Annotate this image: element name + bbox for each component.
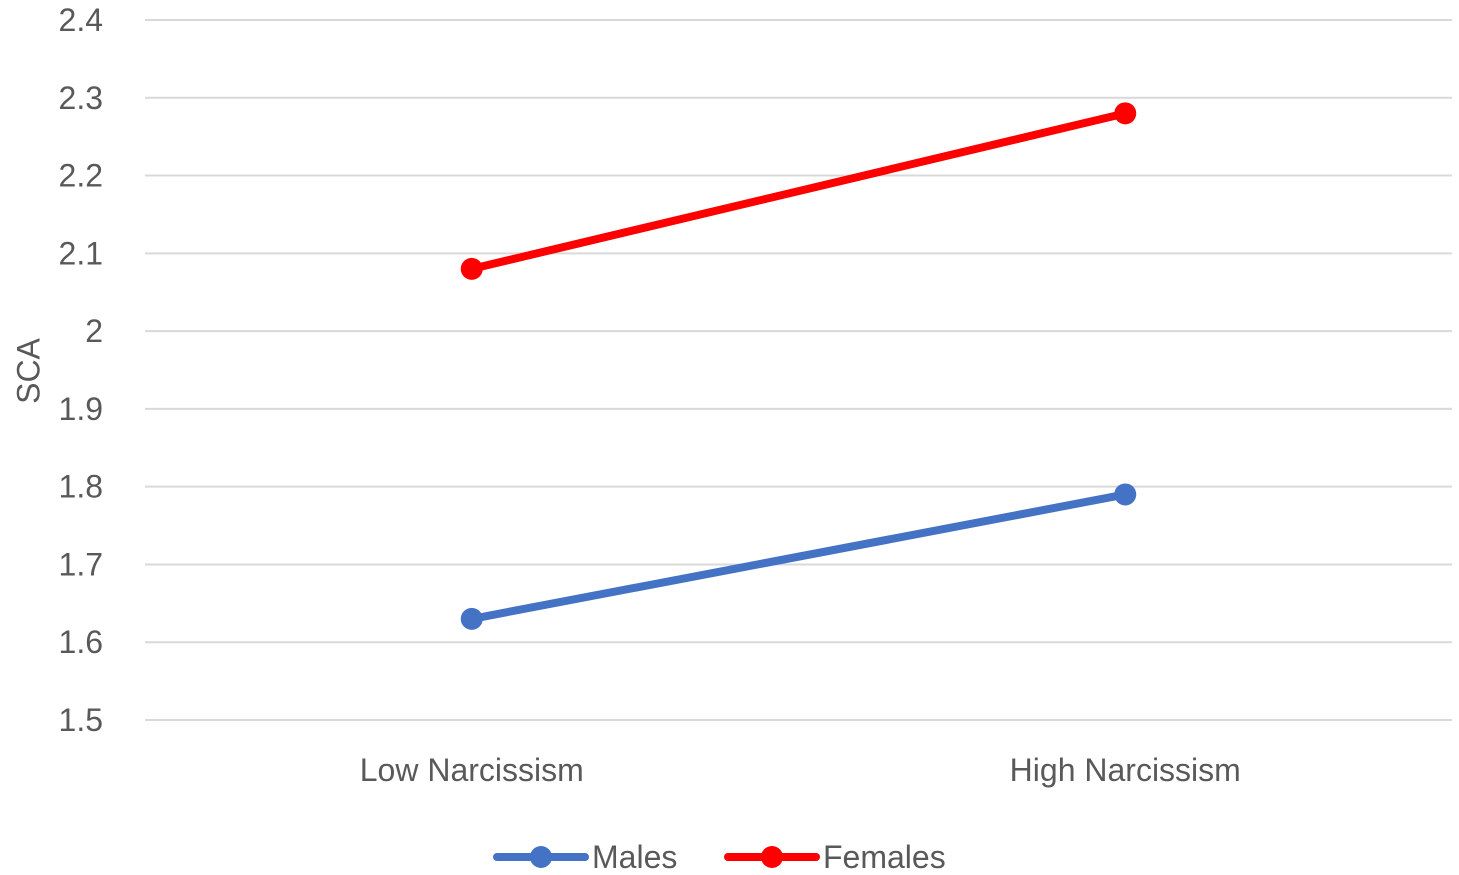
legend: Males Females [493,839,946,875]
series-line [467,109,1130,273]
y-tick-label: 1.7 [59,546,103,582]
y-tick-label: 2.2 [59,158,103,194]
y-axis-tick-labels: 1.5 1.6 1.7 1.8 1.9 2 2.1 2.2 2.3 2.4 [59,2,103,738]
legend-item-males: Males [493,839,677,875]
y-tick-label: 2.3 [59,80,103,116]
data-point [460,257,483,280]
y-tick-label: 1.9 [59,391,103,427]
legend-label: Females [823,839,946,875]
y-tick-label: 2 [85,313,103,349]
y-tick-label: 2.1 [59,235,103,271]
y-tick-label: 2.4 [59,2,103,38]
series-males [460,483,1137,630]
data-point [1114,483,1137,506]
legend-label: Males [592,839,677,875]
series-layer [460,102,1137,630]
y-tick-label: 1.5 [59,702,103,738]
series-females [460,102,1137,280]
data-point [1114,102,1137,125]
series-line [467,490,1130,623]
data-point [460,607,483,630]
legend-marker [530,846,552,868]
x-category-label: Low Narcissism [360,752,584,788]
x-category-label: High Narcissism [1010,752,1241,788]
legend-marker [761,846,783,868]
y-axis-title: SCA [10,337,46,403]
x-axis-category-labels: Low Narcissism High Narcissism [360,752,1241,788]
gridlines [145,19,1452,721]
y-tick-label: 1.6 [59,624,103,660]
y-tick-label: 1.8 [59,469,103,505]
legend-item-females: Females [724,839,946,875]
